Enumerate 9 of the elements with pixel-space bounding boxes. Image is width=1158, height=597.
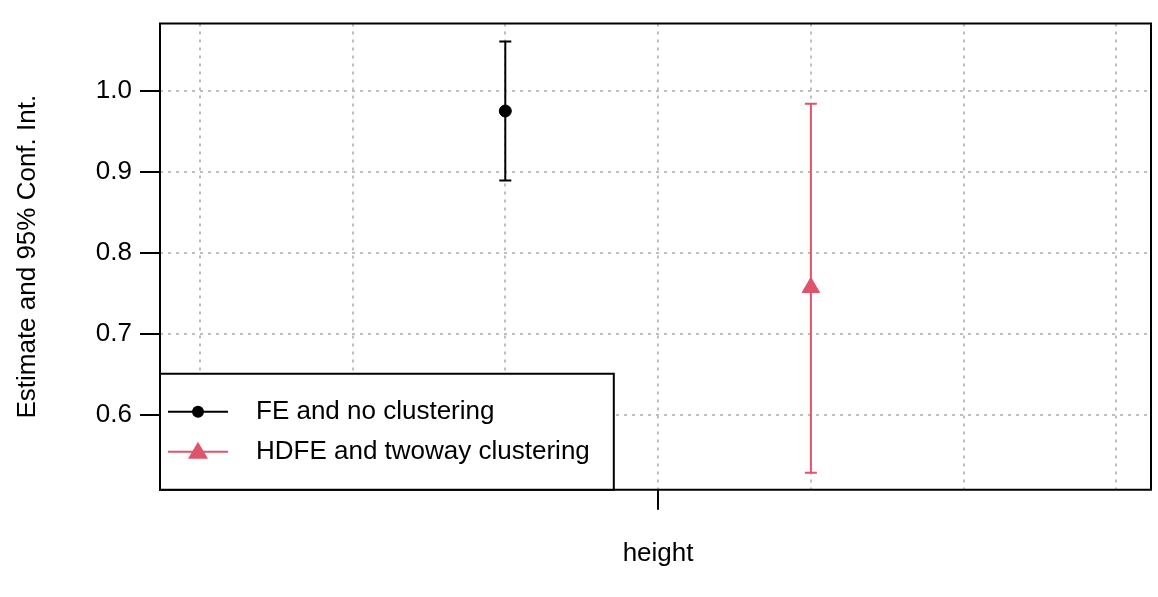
x-tick-label: height (622, 536, 695, 567)
legend-label: FE and no clustering (256, 394, 495, 425)
y-tick-label: 0.6 (95, 397, 132, 428)
y-axis-title: Estimate and 95% Conf. Int. (11, 94, 42, 419)
legend-label: HDFE and twoway clustering (256, 434, 590, 465)
y-tick-label: 0.8 (95, 235, 132, 266)
y-tick-label: 0.7 (95, 316, 132, 347)
y-tick-label: 0.9 (95, 154, 132, 185)
y-tick-label: 1.0 (95, 73, 132, 104)
